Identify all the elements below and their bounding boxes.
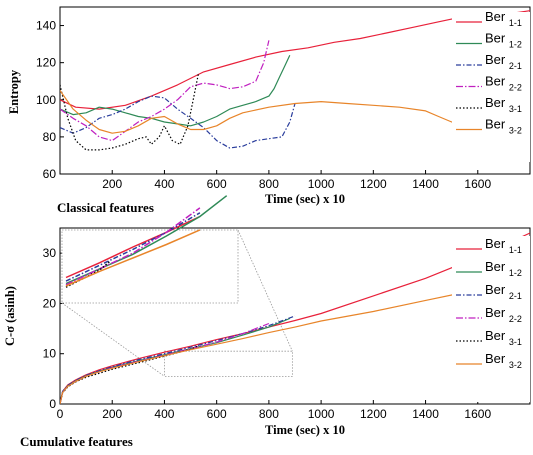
- y-tick-label: 30: [43, 246, 57, 260]
- y-axis-label: Entropy: [7, 69, 21, 114]
- y-tick-label: 120: [36, 56, 56, 70]
- y-tick-label: 80: [43, 130, 57, 144]
- x-tick-label: 200: [102, 407, 122, 421]
- series-line-2-2: [60, 40, 270, 142]
- legend-entry: Ber 1-1: [485, 9, 522, 28]
- x-tick-label: 1000: [308, 407, 335, 421]
- x-tick-label: 800: [259, 177, 279, 191]
- zoom-inset-series: [65, 195, 228, 288]
- x-tick-label: 1600: [464, 177, 491, 191]
- zoom-connector: [237, 229, 293, 352]
- y-axis-label: C-σ (asinh): [3, 286, 17, 346]
- x-tick-label: 600: [207, 177, 227, 191]
- inset-series-line: [65, 207, 201, 286]
- series-line-3-1: [60, 73, 199, 151]
- series-line-3-1: [60, 345, 199, 404]
- legend-entry: Ber 3-2: [485, 117, 522, 136]
- zoom-inset-box: [61, 229, 239, 304]
- cumulative-chart: C-σ (asinh) Time (sec) x 10 Cumulative f…: [3, 195, 531, 449]
- y-tick-label: 10: [43, 347, 57, 361]
- entropy-chart: Entropy Time (sec) x 10 Classical featur…: [7, 6, 531, 215]
- legend-entry: Ber 3-1: [485, 328, 522, 347]
- x-tick-label: 1200: [360, 407, 387, 421]
- legend-entry: Ber 1-2: [485, 259, 522, 278]
- series-line-2-2: [60, 322, 270, 404]
- legend-entry: Ber 3-1: [485, 95, 522, 114]
- x-tick-label: 1000: [308, 177, 335, 191]
- series-line-1-2: [60, 317, 291, 404]
- inset-series-line: [65, 212, 201, 282]
- series-group: [60, 232, 530, 404]
- x-tick-label: 600: [207, 407, 227, 421]
- inset-series-line: [65, 261, 110, 288]
- y-tick-label: 0: [49, 397, 56, 411]
- legend-entry: Ber 2-2: [485, 305, 522, 324]
- series-line-2-1: [60, 315, 296, 404]
- series-line-2-1: [60, 95, 296, 149]
- inset-series-line: [65, 229, 201, 287]
- legend-entry: Ber 2-2: [485, 74, 522, 93]
- x-tick-label: 1400: [412, 407, 439, 421]
- series-group: [60, 10, 530, 151]
- legend-entry: Ber 2-1: [485, 52, 522, 71]
- series-line-3-2: [60, 90, 460, 134]
- x-tick-label: 1200: [360, 177, 387, 191]
- x-tick-label: 800: [259, 407, 279, 421]
- zoom-source-box: [164, 350, 293, 377]
- series-line-1-2: [60, 54, 291, 127]
- y-tick-label: 20: [43, 296, 57, 310]
- legend-entry: Ber 1-2: [485, 31, 522, 50]
- legend-entry: Ber 3-2: [485, 351, 522, 370]
- x-tick-label: 200: [102, 177, 122, 191]
- panel-caption: Classical features: [57, 200, 154, 215]
- x-tick-label: 0: [57, 407, 64, 421]
- inset-series-line: [65, 215, 201, 279]
- panel-caption: Cumulative features: [20, 434, 133, 449]
- x-tick-label: 400: [154, 407, 174, 421]
- x-tick-label: 400: [154, 177, 174, 191]
- series-line-1-1: [60, 232, 530, 404]
- x-tick-label: 1400: [412, 177, 439, 191]
- x-axis-label: Time (sec) x 10: [265, 192, 345, 206]
- series-line-3-2: [60, 292, 460, 404]
- x-tick-label: 1600: [464, 407, 491, 421]
- y-tick-label: 100: [36, 93, 56, 107]
- y-tick-label: 140: [36, 19, 56, 33]
- legend-entry: Ber 1-1: [485, 236, 522, 255]
- x-axis-label: Time (sec) x 10: [265, 423, 345, 437]
- y-tick-label: 60: [43, 167, 57, 181]
- legend-background: [452, 236, 530, 402]
- legend-entry: Ber 2-1: [485, 282, 522, 301]
